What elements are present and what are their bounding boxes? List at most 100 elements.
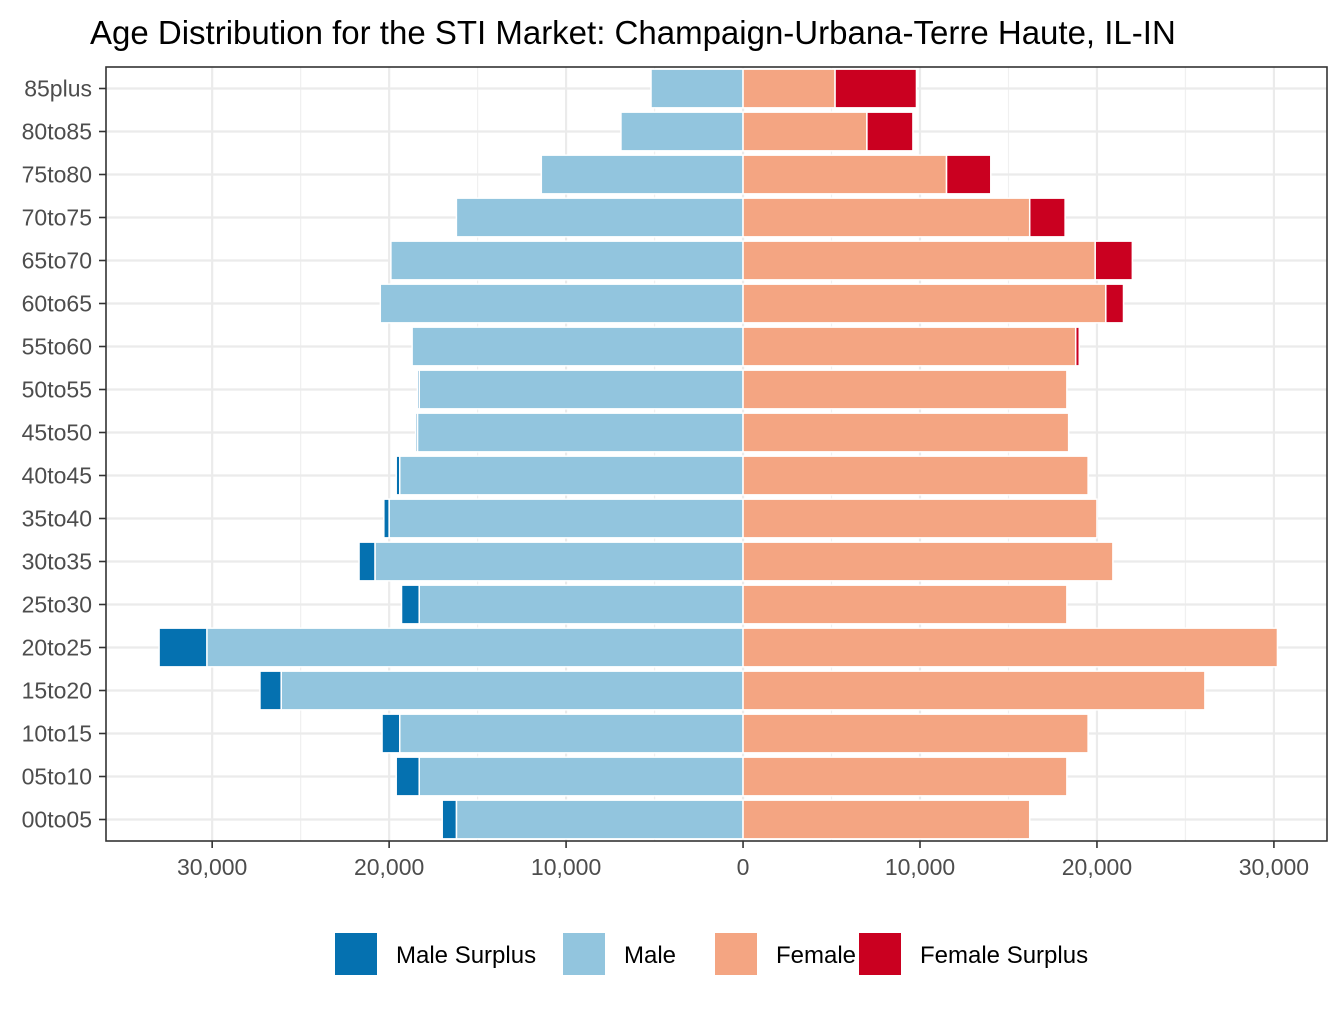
x-tick-label: 10,000 bbox=[531, 854, 601, 880]
female-surplus-bar bbox=[834, 68, 918, 109]
y-tick-label: 50to55 bbox=[22, 377, 92, 403]
y-tick-label: 65to70 bbox=[22, 248, 92, 274]
male-bar bbox=[540, 154, 744, 195]
male-surplus-bar bbox=[441, 799, 458, 840]
male-bar bbox=[620, 111, 744, 152]
y-tick-label: 00to05 bbox=[22, 807, 92, 833]
male-bar bbox=[418, 369, 744, 410]
male-bar bbox=[398, 713, 744, 754]
male-bar bbox=[416, 412, 744, 453]
female-bar bbox=[742, 498, 1098, 539]
legend-label: Female Surplus bbox=[920, 942, 1088, 969]
female-bar bbox=[742, 541, 1114, 582]
male-bar bbox=[206, 627, 744, 668]
female-bar bbox=[742, 584, 1068, 625]
female-bar bbox=[742, 670, 1206, 711]
female-bar bbox=[742, 111, 868, 152]
female-bar bbox=[742, 799, 1031, 840]
y-tick-label: 60to65 bbox=[22, 291, 92, 317]
female-bar bbox=[742, 455, 1089, 496]
y-tick-label: 20to25 bbox=[22, 635, 92, 661]
male-bar bbox=[418, 756, 744, 797]
y-tick-label: 10to15 bbox=[22, 721, 92, 747]
female-bar bbox=[742, 713, 1089, 754]
female-bar bbox=[742, 197, 1031, 238]
male-bar bbox=[379, 283, 744, 324]
female-surplus-bar bbox=[1094, 240, 1134, 281]
male-surplus-bar bbox=[383, 498, 390, 539]
male-surplus-bar bbox=[414, 412, 419, 453]
legend-key bbox=[335, 933, 377, 975]
x-tick-label: 20,000 bbox=[1062, 854, 1132, 880]
male-surplus-bar bbox=[381, 713, 401, 754]
female-bar bbox=[742, 756, 1068, 797]
y-tick-label: 85plus bbox=[24, 76, 92, 102]
x-axis: 30,000 20,000 10,000 0 10,000 20,000 30,000 bbox=[177, 841, 1309, 880]
bars bbox=[158, 68, 1279, 840]
female-surplus-bar bbox=[866, 111, 914, 152]
y-tick-label: 45to50 bbox=[22, 420, 92, 446]
male-surplus-bar bbox=[158, 627, 208, 668]
legend-item: Female Surplus bbox=[859, 933, 1088, 975]
male-surplus-bar bbox=[395, 455, 401, 496]
male-bar bbox=[455, 799, 744, 840]
male-bar bbox=[411, 326, 744, 367]
legend-item: Female bbox=[715, 933, 856, 975]
legend-key bbox=[715, 933, 757, 975]
y-tick-label: 05to10 bbox=[22, 764, 92, 790]
female-bar bbox=[742, 627, 1279, 668]
y-tick-label: 15to20 bbox=[22, 678, 92, 704]
plot-panel bbox=[106, 67, 1327, 841]
male-bar bbox=[398, 455, 744, 496]
y-tick-label: 80to85 bbox=[22, 119, 92, 145]
female-bar bbox=[742, 369, 1068, 410]
male-bar bbox=[390, 240, 744, 281]
male-bar bbox=[418, 584, 744, 625]
chart-title: Age Distribution for the STI Market: Cha… bbox=[90, 14, 1176, 51]
male-surplus-bar bbox=[358, 541, 376, 582]
y-tick-label: 75to80 bbox=[22, 162, 92, 188]
legend-label: Male bbox=[624, 942, 676, 969]
female-bar bbox=[742, 240, 1096, 281]
y-tick-label: 55to60 bbox=[22, 334, 92, 360]
legend-label: Male Surplus bbox=[396, 942, 536, 969]
x-tick-label: 20,000 bbox=[354, 854, 424, 880]
male-bar bbox=[374, 541, 744, 582]
female-bar bbox=[742, 412, 1070, 453]
legend-key bbox=[859, 933, 901, 975]
female-surplus-bar bbox=[1105, 283, 1125, 324]
male-surplus-bar bbox=[259, 670, 282, 711]
x-tick-label: 30,000 bbox=[1239, 854, 1309, 880]
y-axis: 00to05 05to10 10to15 15to20 20to25 25to30 30to… bbox=[22, 76, 106, 833]
female-surplus-bar bbox=[1074, 326, 1081, 367]
y-tick-label: 40to45 bbox=[22, 463, 92, 489]
y-tick-label: 25to30 bbox=[22, 592, 92, 618]
male-bar bbox=[650, 68, 744, 109]
y-tick-label: 30to35 bbox=[22, 549, 92, 575]
female-bar bbox=[742, 283, 1107, 324]
legend-key bbox=[563, 933, 605, 975]
x-tick-label: 30,000 bbox=[177, 854, 247, 880]
y-tick-label: 70to75 bbox=[22, 205, 92, 231]
legend-label: Female bbox=[776, 942, 856, 969]
male-surplus-bar bbox=[400, 584, 420, 625]
female-bar bbox=[742, 326, 1077, 367]
legend: Male Surplus Male Female Female Surplus bbox=[335, 933, 1088, 975]
x-tick-label: 10,000 bbox=[885, 854, 955, 880]
y-tick-label: 35to40 bbox=[22, 506, 92, 532]
male-surplus-bar bbox=[395, 756, 420, 797]
female-bar bbox=[742, 68, 836, 109]
male-bar bbox=[455, 197, 744, 238]
legend-item: Male Surplus bbox=[335, 933, 536, 975]
plot-panel-background bbox=[106, 67, 1327, 841]
panel-border-rect bbox=[105, 66, 1328, 842]
male-bar bbox=[388, 498, 744, 539]
female-bar bbox=[742, 154, 948, 195]
male-bar bbox=[280, 670, 744, 711]
female-surplus-bar bbox=[945, 154, 992, 195]
panel-border bbox=[105, 66, 1328, 842]
x-tick-label: 0 bbox=[737, 854, 750, 880]
male-surplus-bar bbox=[416, 369, 420, 410]
